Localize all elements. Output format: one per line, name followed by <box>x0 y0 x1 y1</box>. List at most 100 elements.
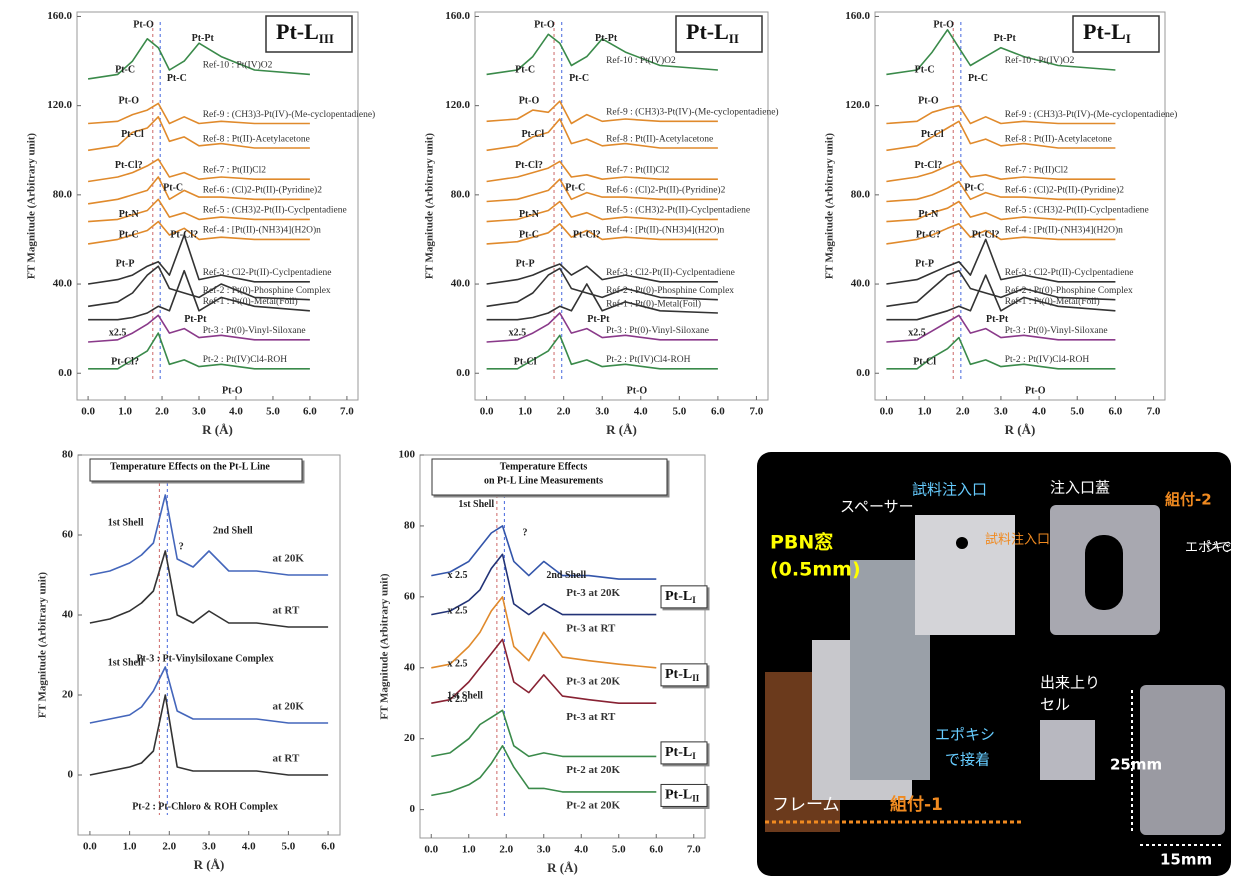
y-tick-label: 0.0 <box>456 367 470 379</box>
annotation: Pt-3 : Pt-Vinylsiloxane Complex <box>136 653 273 664</box>
annotation: x 2.5 <box>448 694 468 705</box>
chart-title: on Pt-L Line Measurements <box>484 475 603 486</box>
annotation: Pt-C <box>964 182 984 193</box>
box-subscript: II <box>692 673 700 683</box>
series-label: Pt-3 at RT <box>566 711 616 723</box>
series-line <box>886 104 1116 125</box>
series-label: Ref-4 : [Pt(II)-(NH3)4](H2O)n <box>203 225 321 236</box>
photo-label: 25mm <box>1110 756 1162 774</box>
annotation: Pt-O <box>118 95 139 106</box>
series-label: Ref-5 : (CH3)2-Pt(II)-Cyclpentadiene <box>1005 205 1149 216</box>
series-line <box>486 100 718 125</box>
annotation: Pt-C <box>519 229 539 240</box>
title-subscript: III <box>319 31 334 46</box>
y-tick-label: 60 <box>62 529 74 541</box>
series-line <box>87 234 310 285</box>
series-line <box>486 178 718 203</box>
annotation: Pt-P <box>116 258 135 269</box>
plot-frame <box>77 454 341 836</box>
series-label: Ref-6 : (Cl)2-Pt(II)-(Pyridine)2 <box>203 185 322 196</box>
y-tick-label: 40 <box>404 661 416 673</box>
annotation: Pt-Pt <box>595 33 618 44</box>
series-line <box>886 269 1116 308</box>
x-tick-label: 5.0 <box>266 406 280 418</box>
series-line <box>87 176 310 205</box>
y-tick-label: 160.0 <box>845 10 870 22</box>
series-line <box>87 220 310 245</box>
series-label: Pt-2 : Pt(IV)Cl4-ROH <box>1005 354 1090 365</box>
x-tick-label: 3.0 <box>537 844 551 856</box>
box-text: Pt-L <box>665 745 692 760</box>
x-tick-label: 5.0 <box>282 841 296 853</box>
box-subscript: I <box>692 751 696 761</box>
plot-frame <box>474 11 769 401</box>
annotation: Pt-C <box>968 73 988 84</box>
series-line <box>431 638 657 704</box>
annotation: Pt-O <box>519 95 540 106</box>
series-line <box>431 596 657 669</box>
title-text: Pt-L <box>276 19 319 44</box>
x-tick-label: 6.0 <box>321 841 335 853</box>
annotation: Pt-Cl? <box>111 356 139 367</box>
series-line <box>486 33 718 76</box>
photo-label: エポキシ <box>935 726 995 744</box>
annotation: Pt-Pt <box>184 314 207 325</box>
series-line <box>486 267 718 308</box>
series-line <box>886 120 1116 152</box>
series-label: Pt-3 at RT <box>566 622 616 634</box>
annotation: ? <box>179 541 184 552</box>
x-tick-label: 2.0 <box>155 406 169 418</box>
y-tick-label: 20 <box>62 689 74 701</box>
series-line <box>886 200 1116 223</box>
annotation: Pt-C? <box>916 229 941 240</box>
box-text: Pt-L <box>665 589 692 604</box>
series-line <box>431 553 657 616</box>
x-tick-label: 2.0 <box>499 844 513 856</box>
photo-label: スペーサー <box>840 498 914 516</box>
title-subscript: II <box>729 31 739 46</box>
title-subscript: I <box>1126 31 1131 46</box>
y-axis-label: FT Magnitude (Arbitrary unit) <box>424 133 436 279</box>
series-line <box>88 102 310 125</box>
annotation: Pt-N <box>119 209 140 220</box>
chart-title: Temperature Effects <box>500 461 588 472</box>
series-label: Pt-2 at 20K <box>566 764 620 776</box>
annotation: Pt-Cl? <box>915 160 943 171</box>
series-label: Ref-6 : (Cl)2-Pt(II)-(Pyridine)2 <box>1005 185 1124 196</box>
series-line <box>87 38 310 80</box>
annotation: ? <box>523 527 528 538</box>
series-label: Ref-6 : (Cl)2-Pt(II)-(Pyridine)2 <box>606 185 725 196</box>
photo-label: で接着 <box>945 751 990 769</box>
series-label: Ref-2 : Pt(0)-Phosphine Complex <box>606 285 734 296</box>
y-tick-label: 80.0 <box>451 188 471 200</box>
label-box <box>660 783 708 807</box>
annotation: Pt-C <box>167 73 187 84</box>
y-tick-label: 60 <box>404 590 416 602</box>
annotation: Pt-P <box>915 258 934 269</box>
series-line <box>88 314 310 343</box>
plot-frame <box>76 11 359 401</box>
series-line <box>486 160 718 183</box>
annotation: Pt-O <box>933 20 954 31</box>
series-label: Ref-4 : [Pt(II)-(NH3)4](H2O)n <box>606 225 724 236</box>
series-line <box>431 709 657 758</box>
photo-label: 試料注入口 <box>985 532 1050 548</box>
y-tick-label: 160.0 <box>47 10 72 22</box>
annotation: Pt-C <box>163 182 183 193</box>
label-box <box>660 663 708 687</box>
series-label: Ref-2 : Pt(0)-Phosphine Complex <box>203 285 331 296</box>
series-label: Pt-2 : Pt(IV)Cl4-ROH <box>203 354 288 365</box>
photo-label: セル <box>1040 696 1070 714</box>
annotation: Pt-O <box>133 20 154 31</box>
annotation: Pt-N <box>918 209 939 220</box>
series-line <box>87 265 310 308</box>
series-line <box>89 694 329 776</box>
x-axis-label: R (Å) <box>606 422 637 437</box>
annotation: Pt-N <box>519 209 540 220</box>
x-tick-label: 0.0 <box>81 406 95 418</box>
x-tick-label: 5.0 <box>1070 406 1084 418</box>
y-tick-label: 160.0 <box>445 10 470 22</box>
x-tick-label: 6.0 <box>1109 406 1123 418</box>
x-axis-label: R (Å) <box>194 857 225 872</box>
